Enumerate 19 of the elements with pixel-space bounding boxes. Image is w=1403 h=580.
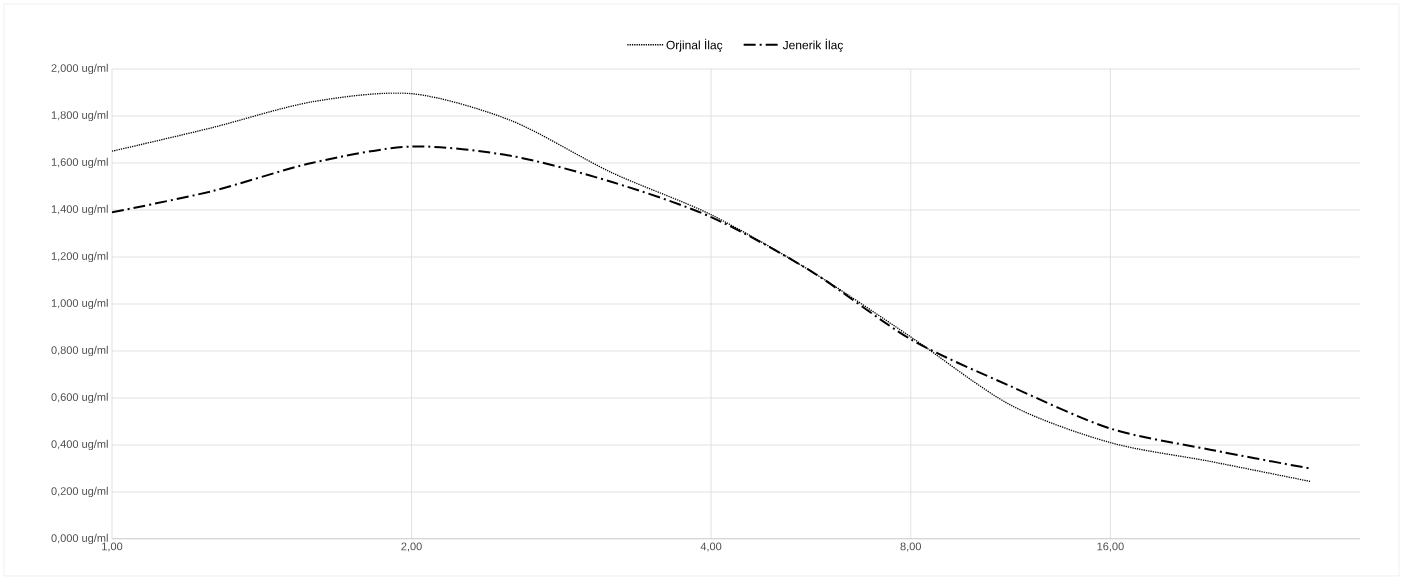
y-tick-label: 1,000 ug/ml: [51, 298, 108, 310]
y-tick-label: 0,200 ug/ml: [51, 486, 108, 498]
y-tick-label: 1,400 ug/ml: [51, 204, 108, 216]
y-tick-label: 0,000 ug/ml: [51, 533, 108, 545]
y-tick-label: 0,400 ug/ml: [51, 439, 108, 451]
y-tick-label: 0,600 ug/ml: [51, 392, 108, 404]
legend-label: Orjinal İlaç: [666, 38, 723, 52]
x-tick-label: 16,00: [1097, 542, 1124, 552]
y-tick-label: 0,800 ug/ml: [51, 345, 108, 357]
line-series: [112, 92, 1311, 483]
x-tick-label: 4,00: [700, 542, 722, 552]
y-tick-label: 2,000 ug/ml: [51, 63, 108, 75]
x-tick-label: 2,00: [401, 542, 422, 552]
y-tick-label: 1,200 ug/ml: [51, 251, 108, 263]
x-tick-label: 8,00: [900, 542, 921, 552]
x-tick-label: 1,00: [102, 542, 123, 552]
legend-label: Jenerik İlaç: [782, 38, 843, 52]
y-tick-label: 1,600 ug/ml: [51, 157, 108, 169]
y-tick-label: 1,800 ug/ml: [51, 110, 108, 122]
